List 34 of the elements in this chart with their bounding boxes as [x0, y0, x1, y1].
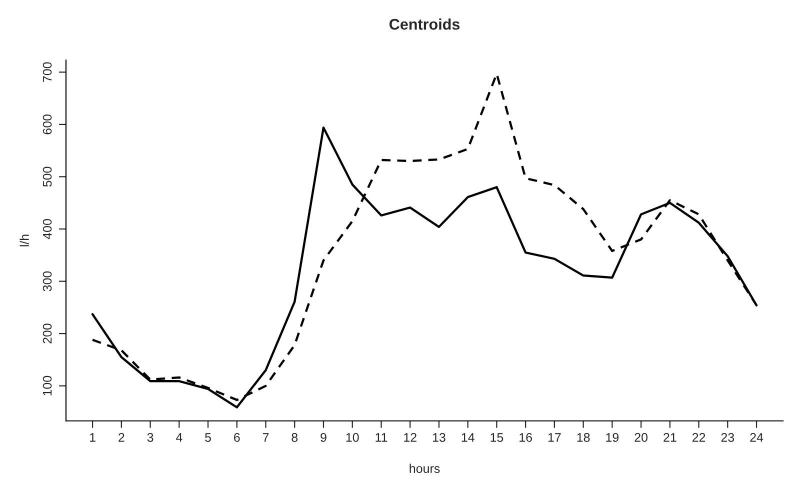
x-tick-label: 16 — [520, 433, 532, 442]
x-tick-label: 1 — [90, 433, 96, 442]
y-tick-label: 200 — [42, 324, 52, 344]
x-tick-label: 6 — [234, 433, 240, 442]
x-tick-label: 23 — [721, 433, 734, 442]
x-tick-label: 12 — [404, 433, 416, 442]
x-tick-label: 11 — [376, 433, 388, 442]
x-tick-label: 8 — [292, 433, 298, 442]
y-tick-label: 500 — [42, 166, 52, 187]
x-tick-label: 15 — [490, 433, 504, 442]
x-tick-label: 20 — [634, 433, 648, 442]
x-tick-label: 5 — [205, 433, 211, 442]
y-tick-label: 600 — [42, 114, 52, 134]
x-tick-label: 2 — [118, 433, 124, 442]
chart-title: Centroids — [390, 18, 460, 30]
x-tick-label: 24 — [750, 433, 764, 442]
x-tick-label: 10 — [346, 433, 359, 442]
y-tick-label: 100 — [42, 376, 52, 396]
x-tick-label: 22 — [692, 433, 706, 442]
x-tick-label: 3 — [147, 433, 154, 442]
x-tick-label: 21 — [664, 433, 676, 442]
y-tick-label: 700 — [42, 62, 52, 82]
x-tick-label: 18 — [577, 433, 590, 442]
x-tick-label: 7 — [262, 433, 269, 442]
x-tick-label: 14 — [462, 433, 474, 442]
y-tick-label: 400 — [42, 219, 52, 240]
y-tick-label: 300 — [42, 271, 52, 292]
x-tick-label: 13 — [432, 433, 446, 442]
y-axis-title: l/h — [20, 234, 29, 246]
x-axis-title: hours — [410, 464, 440, 473]
x-tick-label: 17 — [548, 433, 561, 442]
x-tick-label: 19 — [606, 433, 619, 442]
x-tick-label: 4 — [176, 433, 182, 442]
x-tick-label: 9 — [320, 433, 326, 442]
